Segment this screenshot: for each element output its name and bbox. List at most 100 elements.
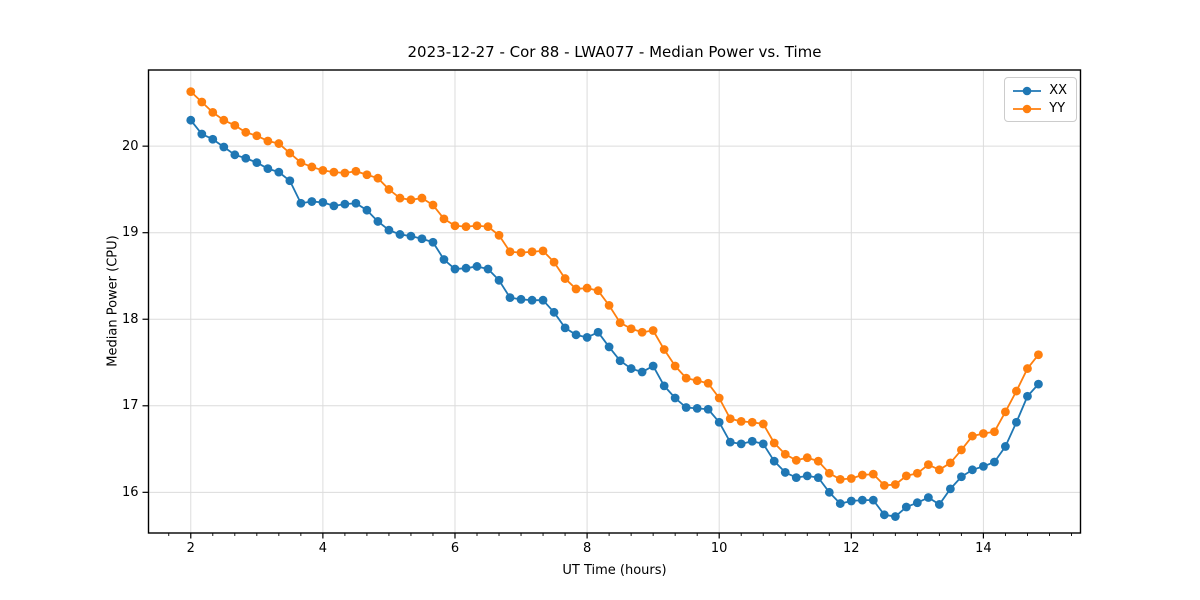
data-point-xx [1000,442,1010,451]
data-point-xx [879,510,889,520]
data-point-yy [615,318,625,328]
x-tick-label: 10 [710,541,728,556]
data-point-yy [241,127,251,137]
data-point-xx [769,456,779,466]
data-point-yy [934,465,944,475]
data-point-yy [538,246,548,256]
data-point-xx [615,356,625,366]
data-point-xx [846,496,856,506]
data-point-yy [1023,364,1032,373]
data-point-xx [373,217,383,226]
data-point-yy [450,221,460,231]
data-point-xx [747,436,757,446]
data-point-xx [791,473,801,483]
legend-line-marker-icon-yy [1013,104,1042,113]
data-point-xx [758,439,768,449]
data-point-xx [945,484,955,494]
data-point-yy [912,468,922,478]
data-point-xx [967,465,977,475]
data-point-xx [406,231,416,241]
data-point-yy [824,468,834,478]
data-point-yy [494,230,504,240]
data-point-yy [560,274,570,283]
data-point-xx [692,403,702,413]
data-point-yy [417,193,427,203]
data-point-xx [494,275,504,285]
data-point-yy [813,456,823,466]
x-tick-label: 12 [843,541,860,556]
data-point-yy [979,429,988,438]
data-point-xx [736,439,746,449]
data-point-xx [307,197,317,206]
data-point-xx [461,263,471,273]
data-point-yy [967,431,977,441]
data-point-yy [835,474,845,484]
data-point-xx [780,468,790,477]
data-point-yy [791,455,801,465]
data-point-xx [340,199,350,209]
data-point-yy [945,458,955,468]
x-axis-label: UT Time (hours) [562,563,667,578]
data-point-xx [990,457,999,467]
data-point-xx [560,323,570,333]
data-point-xx [604,342,614,352]
data-point-xx [208,134,218,144]
data-point-yy [527,247,537,257]
data-point-xx [483,264,493,274]
data-point-xx [626,364,636,373]
data-point-yy [736,416,746,426]
data-point-xx [197,129,207,139]
data-point-yy [461,222,471,232]
data-point-xx [835,499,845,508]
data-point-xx [934,500,944,509]
data-point-xx [824,487,834,497]
data-point-xx [351,198,361,208]
data-point-yy [957,445,966,455]
data-point-xx [362,205,372,215]
data-point-xx [857,495,867,505]
data-point-yy [714,393,724,403]
data-point-yy [1012,386,1021,396]
y-tick-label: 18 [121,311,139,327]
data-point-yy [439,214,449,224]
data-point-xx [1023,391,1032,401]
data-point-xx [957,472,966,482]
data-point-yy [692,376,702,386]
x-tick-label: 2 [186,541,195,556]
data-point-xx [285,176,295,186]
data-point-xx [637,367,647,377]
data-point-xx [241,153,251,163]
data-point-yy [505,247,515,257]
data-point-yy [780,449,790,459]
legend-item-xx: XX [1012,83,1067,98]
data-point-yy [1034,350,1043,360]
data-point-yy [428,200,438,210]
data-point-xx [1012,417,1021,427]
data-point-yy [329,167,339,177]
data-point-yy [395,193,405,203]
x-tick-label: 8 [582,541,592,556]
data-point-yy [703,378,713,388]
y-tick-label: 20 [121,138,139,154]
data-point-yy [901,471,911,481]
data-point-xx [274,167,284,177]
data-point-yy [1000,407,1010,417]
data-point-xx [549,307,559,317]
data-point-yy [879,481,889,490]
data-point-yy [747,417,757,427]
data-point-yy [769,438,779,448]
data-point-xx [186,115,196,125]
data-point-yy [230,120,240,130]
y-tick-label: 19 [121,225,139,241]
data-point-xx [659,381,669,391]
data-point-xx [1034,379,1043,389]
data-point-yy [483,222,493,232]
data-point-yy [923,460,933,470]
data-point-yy [758,419,768,429]
data-point-yy [626,324,636,334]
data-point-xx [868,495,878,505]
axes-spines [147,69,1082,534]
data-point-xx [923,493,933,502]
